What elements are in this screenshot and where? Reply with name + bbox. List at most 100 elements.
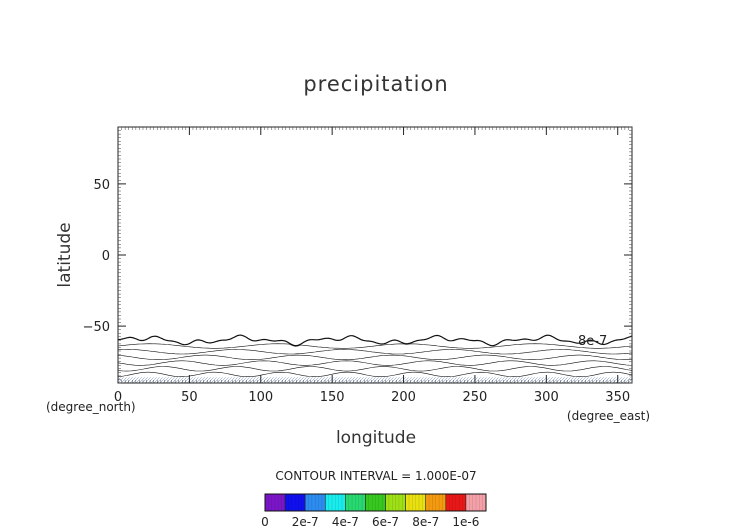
field-cell [281,399,284,401]
field-cell [501,413,504,415]
field-cell [464,414,467,416]
field-cell [281,387,284,389]
field-cell [286,406,289,408]
field-cell [164,392,167,394]
field-cell [178,419,181,421]
field-cell [258,416,261,418]
field-cell [158,400,161,402]
field-cell [252,407,255,409]
field-cell [155,401,158,403]
field-cell [398,384,401,386]
field-cell [238,409,241,411]
field-cell [509,393,512,395]
field-cell [526,397,529,399]
field-cell [583,399,586,401]
field-cell [261,423,264,425]
field-cell [384,409,387,411]
field-cell [138,406,141,408]
field-cell [326,421,329,423]
field-cell [301,403,304,405]
field-cell [575,400,578,402]
field-cell [452,406,455,408]
field-cell [321,420,324,422]
field-cell [526,420,529,422]
field-cell [189,417,192,419]
field-cell [301,424,304,426]
field-cell [144,421,147,423]
field-cell [541,411,544,413]
field-cell [338,420,341,422]
field-cell [147,397,150,399]
field-cell [418,390,421,392]
field-cell [192,416,195,418]
field-cell [418,406,421,408]
field-cell [369,400,372,402]
field-cell [384,424,387,426]
field-cell [209,390,212,392]
field-cell [518,401,521,403]
field-cell [358,392,361,394]
field-cell [309,384,312,386]
field-cell [358,423,361,425]
field-cell [529,396,532,398]
field-cell [381,394,384,396]
field-cell [452,390,455,392]
field-cell [261,420,264,422]
field-cell [269,410,272,412]
field-cell [252,421,255,423]
field-cell [472,421,475,423]
field-cell [149,419,152,421]
field-cell [481,406,484,408]
field-cell [521,389,524,391]
field-cell [358,390,361,392]
field-cell [152,390,155,392]
field-cell [235,384,238,386]
field-cell [375,423,378,425]
field-cell [461,413,464,415]
field-cell [444,416,447,418]
field-cell [464,384,467,386]
field-cell [324,414,327,416]
field-cell [135,424,138,426]
field-cell [526,411,529,413]
field-cell [312,387,315,389]
field-cell [275,424,278,426]
field-cell [152,393,155,395]
field-cell [386,410,389,412]
field-cell [446,421,449,423]
field-cell [558,414,561,416]
field-cell [446,410,449,412]
field-cell [512,393,515,395]
field-cell [169,386,172,388]
field-cell [572,403,575,405]
field-cell [492,396,495,398]
field-cell [509,409,512,411]
field-cell [129,414,132,416]
field-cell [369,392,372,394]
field-cell [515,411,518,413]
field-cell [521,421,524,423]
field-cell [286,403,289,405]
field-cell [501,393,504,395]
field-cell [304,396,307,398]
field-cell [438,424,441,426]
field-cell [581,424,584,426]
field-cell [286,400,289,402]
field-cell [229,419,232,421]
field-cell [255,387,258,389]
field-cell [455,390,458,392]
field-cell [332,424,335,426]
field-cell [498,416,501,418]
field-cell [352,419,355,421]
field-cell [458,387,461,389]
field-cell [158,397,161,399]
field-cell [418,389,421,391]
field-cell [152,387,155,389]
field-cell [364,392,367,394]
field-cell [306,420,309,422]
field-cell [132,394,135,396]
field-cell [546,386,549,388]
field-cell [532,406,535,408]
field-cell [432,420,435,422]
field-cell [438,384,441,386]
